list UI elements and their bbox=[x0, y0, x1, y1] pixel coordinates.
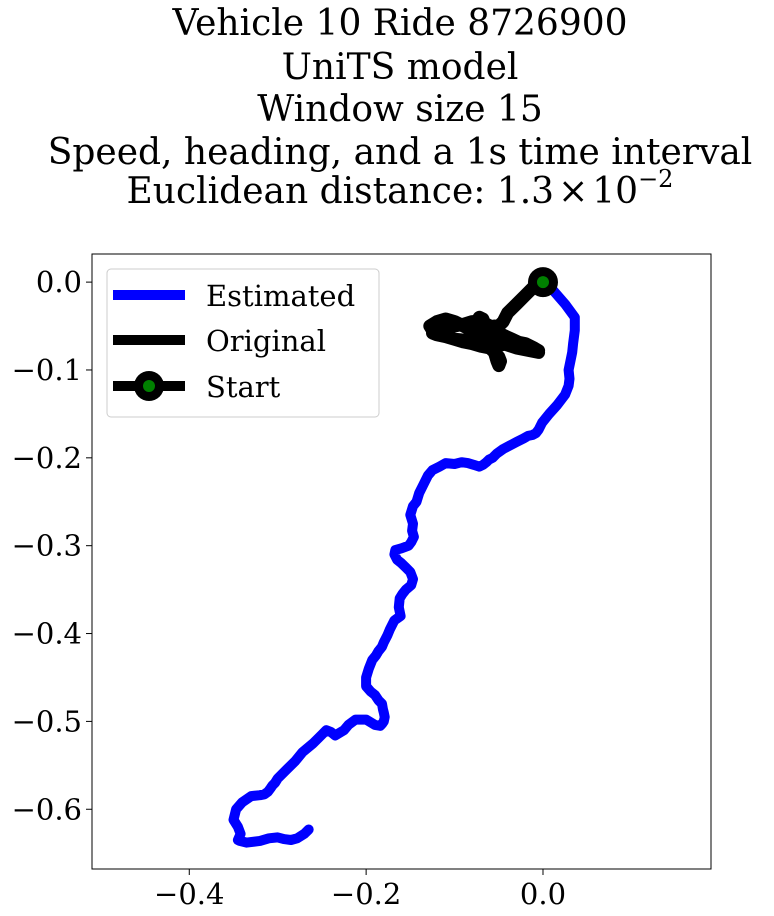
plot-frame bbox=[91, 253, 712, 870]
y-tick-label: −0.2 bbox=[12, 441, 82, 475]
y-tick-label: −0.6 bbox=[12, 792, 82, 826]
y-tick-label: 0.0 bbox=[36, 265, 82, 299]
legend: Estimated Original Start bbox=[106, 268, 380, 418]
y-tick-label: −0.3 bbox=[12, 529, 82, 563]
title-times: × bbox=[558, 171, 588, 212]
y-tick-label: −0.1 bbox=[12, 353, 82, 387]
chart-title: Vehicle 10 Ride 8726900 UniTS model Wind… bbox=[48, 3, 753, 212]
title-distance-prefix: Euclidean distance: 1.3 bbox=[127, 171, 555, 212]
legend-label-original: Original bbox=[206, 324, 326, 358]
plot-area bbox=[91, 253, 712, 870]
series-line-estimated bbox=[228, 277, 580, 848]
series-line-original bbox=[423, 275, 550, 373]
title-line-5: Euclidean distance: 1.3 × 10−2 bbox=[127, 165, 674, 212]
title-exponent: −2 bbox=[638, 165, 673, 193]
y-axis: 0.0 −0.1 −0.2 −0.3 −0.4 −0.5 −0.6 bbox=[12, 265, 92, 826]
start-marker-inner bbox=[536, 276, 549, 289]
x-tick-label: 0.0 bbox=[520, 877, 566, 911]
title-line-3: Window size 15 bbox=[257, 89, 543, 130]
y-tick-label: −0.4 bbox=[12, 617, 82, 651]
y-tick-label: −0.5 bbox=[12, 704, 82, 738]
x-tick-label: −0.2 bbox=[331, 877, 401, 911]
title-base: 10 bbox=[592, 171, 638, 212]
title-line-2: UniTS model bbox=[282, 47, 519, 88]
legend-label-start: Start bbox=[206, 370, 281, 404]
title-line-4: Speed, heading, and a 1s time interval bbox=[48, 132, 753, 173]
title-line-1: Vehicle 10 Ride 8726900 bbox=[171, 3, 627, 44]
legend-label-estimated: Estimated bbox=[206, 279, 355, 313]
legend-swatch-start-marker-inner bbox=[143, 380, 155, 392]
x-tick-label: −0.4 bbox=[154, 877, 224, 911]
x-axis: −0.4 −0.2 0.0 bbox=[154, 869, 566, 911]
legend-box bbox=[106, 268, 380, 418]
